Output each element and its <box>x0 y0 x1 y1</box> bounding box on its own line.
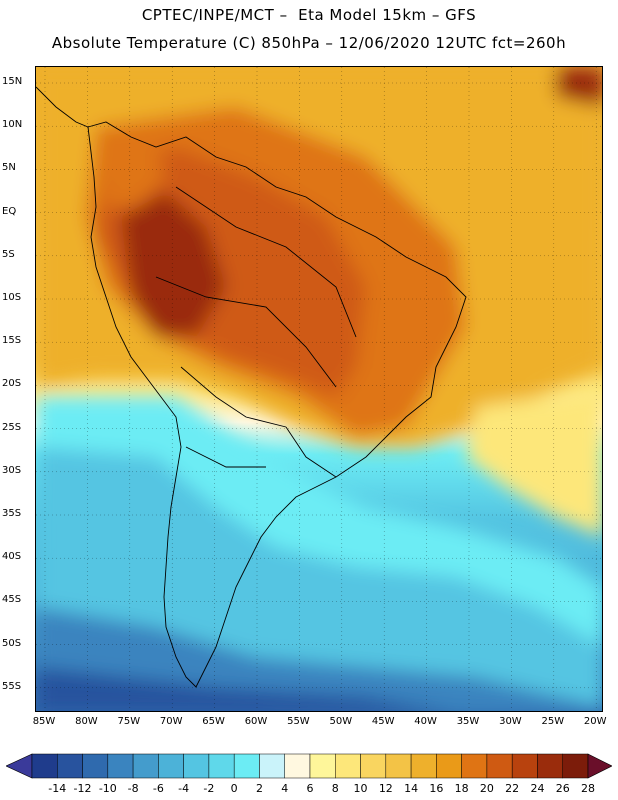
lat-label: 5S <box>2 248 15 260</box>
lon-label: 45W <box>371 716 395 727</box>
colorbar-swatch <box>511 753 538 779</box>
lon-label: 25W <box>541 716 565 727</box>
colorbar-tick-label: 28 <box>581 782 595 795</box>
lat-label: 5N <box>2 162 16 174</box>
colorbar-swatch <box>158 753 184 779</box>
coastline <box>36 86 467 688</box>
lon-label: 30W <box>499 716 522 727</box>
field-atl-pale <box>466 387 602 537</box>
colorbar-swatch <box>385 753 412 779</box>
lon-label: 40W <box>414 716 437 727</box>
colorbar-high-arrow <box>587 753 613 779</box>
lat-label: EQ <box>2 205 17 217</box>
lat-label: 20S <box>2 378 22 390</box>
colorbar-tick-label: -12 <box>73 782 92 795</box>
central-america <box>36 86 89 128</box>
colorbar-tick-label: -2 <box>203 782 215 795</box>
lat-label: 10N <box>2 119 23 131</box>
border-5 <box>185 446 266 468</box>
graticule <box>36 67 602 711</box>
colorbar-swatch <box>410 753 437 779</box>
colorbar-tick-label: -4 <box>178 782 190 795</box>
colorbar-low-arrow <box>5 753 33 779</box>
colorbar-swatch <box>360 753 387 779</box>
colorbar-swatch <box>57 753 83 779</box>
lon-label: 60W <box>244 716 268 727</box>
field-nw-band <box>106 127 166 207</box>
lon-label: 35W <box>456 716 480 727</box>
colorbar-swatch <box>31 753 58 779</box>
south-america-outline <box>87 121 467 688</box>
lat-label: 10S <box>2 292 22 303</box>
colorbar <box>5 752 613 784</box>
colorbar-swatch <box>233 753 260 779</box>
colorbar-swatches <box>5 753 613 779</box>
colorbar-tick-label: 24 <box>530 782 545 795</box>
lon-label: 80W <box>75 716 98 727</box>
colorbar-swatch <box>486 753 513 779</box>
colorbar-tick-label: -6 <box>152 782 164 795</box>
colorbar-swatch <box>107 753 134 779</box>
colorbar-swatch <box>259 753 285 779</box>
lon-label: 55W <box>287 716 310 727</box>
colorbar-tick-label: 20 <box>479 782 494 795</box>
colorbar-swatch <box>132 753 159 779</box>
colorbar-tick-label: 6 <box>306 782 314 795</box>
border-2 <box>155 276 337 388</box>
lat-label: 30S <box>2 464 22 476</box>
lon-label: 50W <box>329 716 353 727</box>
lon-label: 65W <box>202 716 225 727</box>
title-line-2: Absolute Temperature (C) 850hPa – 12/06/… <box>51 34 567 52</box>
colorbar-tick-label: 8 <box>331 782 339 795</box>
colorbar-swatch <box>309 753 336 779</box>
field-dark-red <box>121 192 226 337</box>
colorbar-tick-label: 22 <box>505 782 520 795</box>
lat-label: 25S <box>2 421 22 433</box>
lon-label: 70W <box>159 716 183 727</box>
border-1 <box>175 186 357 338</box>
border-4 <box>285 426 337 478</box>
colorbar-swatch <box>436 753 462 779</box>
colorbar-tick-label: 14 <box>404 782 419 795</box>
colorbar-tick-label: -10 <box>98 782 117 795</box>
colorbar-tick-label: 4 <box>281 782 289 795</box>
lon-label: 20W <box>583 716 607 727</box>
colorbar-tick-label: 0 <box>230 782 238 795</box>
border-3 <box>180 366 287 428</box>
title-line-1: CPTEC/INPE/MCT – Eta Model 15km – GFS <box>141 6 477 24</box>
colorbar-tick-label: -14 <box>48 782 67 795</box>
colorbar-swatch <box>82 753 109 779</box>
colorbar-swatch <box>537 753 563 779</box>
colorbar-tick-label: 10 <box>353 782 368 795</box>
field-cold-core <box>36 667 445 711</box>
temperature-map[interactable] <box>35 66 603 712</box>
colorbar-swatch <box>183 753 210 779</box>
colorbar-tick-label: 18 <box>454 782 469 795</box>
lat-label: 45S <box>2 594 22 606</box>
field-warm-layers <box>36 67 602 711</box>
colorbar-tick-label: 16 <box>429 782 444 795</box>
colorbar-swatch <box>335 753 361 779</box>
colorbar-swatch <box>284 753 311 779</box>
lon-label: 85W <box>32 716 56 727</box>
lat-label: 50S <box>2 637 22 649</box>
colorbar-swatch <box>562 753 589 779</box>
colorbar-tick-label: 12 <box>378 782 393 795</box>
lat-label: 15N <box>2 76 23 87</box>
lat-label: 15S <box>2 335 22 347</box>
colorbar-swatch <box>208 753 235 779</box>
lat-label: 55S <box>2 680 22 692</box>
field-ne-hot <box>556 67 602 107</box>
colorbar-tick-label: 26 <box>555 782 570 795</box>
lat-label: 40S <box>2 551 22 563</box>
colorbar-tick-label: 2 <box>255 782 263 795</box>
map-canvas <box>36 67 602 711</box>
lat-label: 35S <box>2 508 22 519</box>
colorbar-tick-label: -8 <box>127 782 139 795</box>
colorbar-swatch <box>461 753 488 779</box>
lon-label: 75W <box>117 716 141 727</box>
